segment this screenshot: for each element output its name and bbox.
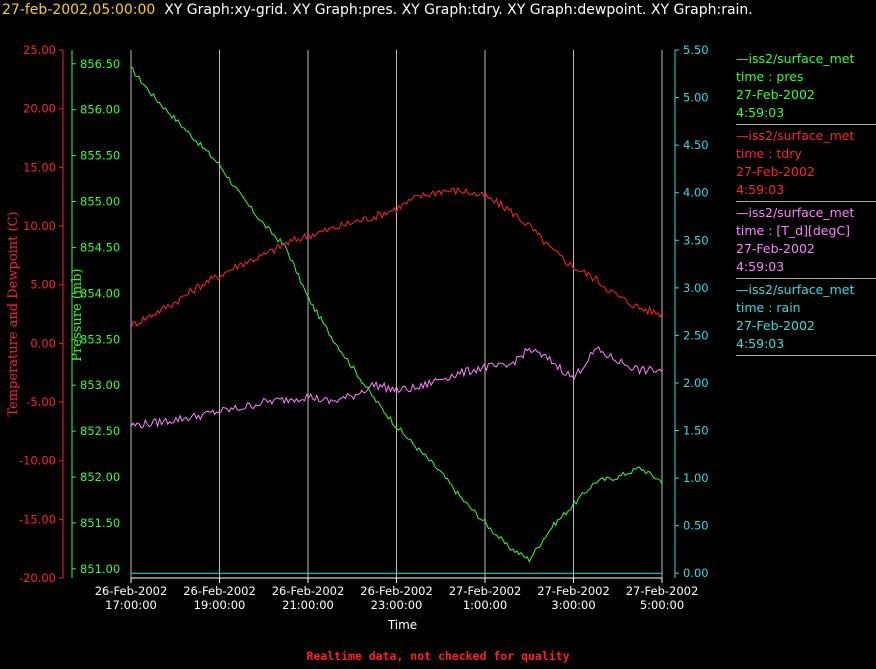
legend-date: 27-Feb-2002	[736, 87, 815, 102]
x-tick-label-date: 26-Feb-2002	[360, 584, 433, 598]
legend-date: 27-Feb-2002	[736, 318, 815, 333]
legend-entry-pres: —iss2/surface_met time : pres 27-Feb-200…	[736, 50, 876, 125]
x-tick-label-date: 27-Feb-2002	[449, 584, 522, 598]
legend-date: 27-Feb-2002	[736, 241, 815, 256]
pres-tick-label: 855.00	[80, 195, 120, 209]
x-tick-label-time: 17:00:00	[105, 598, 157, 612]
temp-tick-label: 20.00	[23, 102, 56, 116]
rain-tick-label: 3.00	[683, 281, 709, 295]
legend-date: 27-Feb-2002	[736, 164, 815, 179]
legend-time: 4:59:03	[736, 259, 785, 274]
x-tick-label-time: 21:00:00	[282, 598, 334, 612]
temp-tick-label: 10.00	[23, 219, 56, 233]
series-line-time-tdry	[130, 186, 663, 329]
legend-time: 4:59:03	[736, 182, 785, 197]
rain-tick-label: 5.00	[683, 91, 709, 105]
legend-series: time : tdry	[736, 146, 802, 161]
legend: —iss2/surface_met time : pres 27-Feb-200…	[736, 50, 876, 358]
series-line-time-pres	[130, 65, 663, 563]
x-tick-label-date: 26-Feb-2002	[183, 584, 256, 598]
series-line-time-t-d-degc-	[130, 345, 663, 429]
pres-tick-label: 856.00	[80, 103, 120, 117]
pres-axis-title: Pressure (mb)	[70, 268, 85, 361]
legend-series: time : [T_d][degC]	[736, 223, 851, 238]
legend-series: time : rain	[736, 300, 801, 315]
rain-tick-label: 1.00	[683, 471, 709, 485]
temp-tick-label: 25.00	[23, 43, 56, 57]
rain-tick-label: 0.50	[683, 519, 709, 533]
x-tick-label-date: 26-Feb-2002	[95, 584, 168, 598]
x-tick-label-time: 3:00:00	[551, 598, 595, 612]
pres-tick-label: 855.50	[80, 149, 120, 163]
pres-tick-label: 852.50	[80, 424, 120, 438]
header-graph-list: XY Graph:xy-grid. XY Graph:pres. XY Grap…	[164, 2, 753, 18]
pres-tick-label: 854.50	[80, 240, 120, 254]
chart-header: 27-feb-2002,05:00:00 XY Graph:xy-grid. X…	[2, 2, 753, 18]
x-tick-label-time: 5:00:00	[640, 598, 684, 612]
rain-tick-label: 4.50	[683, 138, 709, 152]
x-tick-label-time: 23:00:00	[371, 598, 423, 612]
legend-source: —iss2/surface_met	[736, 282, 855, 297]
x-tick-label-date: 27-Feb-2002	[626, 584, 699, 598]
pres-tick-label: 852.00	[80, 470, 120, 484]
rain-tick-label: 2.00	[683, 376, 709, 390]
header-timestamp: 27-feb-2002,05:00:00	[2, 2, 156, 18]
temp-tick-label: -20.00	[19, 571, 56, 585]
rain-tick-label: 3.50	[683, 233, 709, 247]
x-tick-label-date: 27-Feb-2002	[537, 584, 610, 598]
x-tick-label-time: 1:00:00	[463, 598, 507, 612]
quality-note: Realtime data, not checked for quality	[306, 649, 570, 663]
legend-series: time : pres	[736, 69, 804, 84]
temp-tick-label: -15.00	[19, 512, 56, 526]
rain-tick-label: 2.50	[683, 328, 709, 342]
legend-entry-rain: —iss2/surface_met time : rain 27-Feb-200…	[736, 281, 876, 356]
temp-tick-label: 0.00	[30, 336, 56, 350]
legend-entry-dewpoint: —iss2/surface_met time : [T_d][degC] 27-…	[736, 204, 876, 279]
rain-tick-label: 4.00	[683, 186, 709, 200]
legend-entry-tdry: —iss2/surface_met time : tdry 27-Feb-200…	[736, 127, 876, 202]
pres-tick-label: 853.00	[80, 378, 120, 392]
temp-tick-label: 5.00	[30, 278, 56, 292]
legend-source: —iss2/surface_met	[736, 205, 855, 220]
rain-tick-label: 1.50	[683, 424, 709, 438]
temp-tick-label: -10.00	[19, 454, 56, 468]
legend-time: 4:59:03	[736, 336, 785, 351]
legend-time: 4:59:03	[736, 105, 785, 120]
pres-tick-label: 856.50	[80, 57, 120, 71]
x-axis-label: Time	[387, 618, 417, 632]
temp-tick-label: 15.00	[23, 160, 56, 174]
legend-source: —iss2/surface_met	[736, 51, 855, 66]
x-tick-label-time: 19:00:00	[194, 598, 246, 612]
temp-axis-title: Temperature and Dewpoint (C)	[6, 211, 21, 416]
pres-tick-label: 851.00	[80, 562, 120, 576]
x-tick-label-date: 26-Feb-2002	[272, 584, 345, 598]
rain-tick-label: 5.50	[683, 43, 709, 57]
legend-source: —iss2/surface_met	[736, 128, 855, 143]
temp-tick-label: -5.00	[26, 395, 56, 409]
pres-tick-label: 853.50	[80, 332, 120, 346]
rain-tick-label: 0.00	[683, 566, 709, 580]
pres-tick-label: 854.00	[80, 286, 120, 300]
pres-tick-label: 851.50	[80, 516, 120, 530]
